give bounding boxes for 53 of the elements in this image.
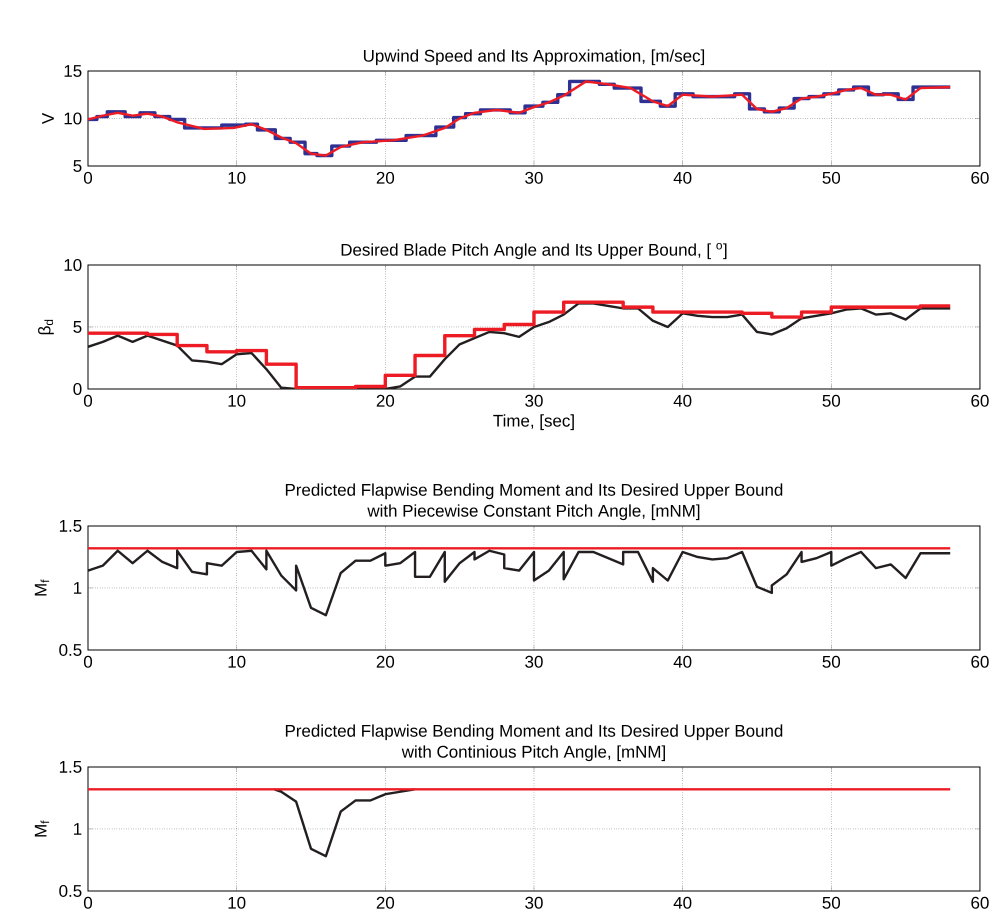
- x-tick-label: 30: [525, 394, 543, 407]
- y-tick-label: 15: [64, 65, 82, 77]
- y-axis-title: β$_{d}$: [38, 320, 54, 334]
- x-axis-title: Time, [sec]: [493, 414, 574, 430]
- chart-title: Predicted Flapwise Bending Moment and Its Desired Upper Bound: [286, 724, 782, 740]
- x-tick-label: 30: [525, 656, 543, 668]
- y-tick-label: 1.5: [60, 520, 82, 532]
- x-tick-label: 60: [971, 172, 989, 184]
- x-tick-label: 20: [376, 172, 394, 184]
- x-tick-label: 60: [971, 394, 989, 407]
- x-tick-label: 30: [525, 172, 543, 184]
- x-tick-label: 20: [376, 656, 394, 668]
- y-tick-label: 0.5: [59, 884, 82, 897]
- y-tick-label: 5: [73, 321, 82, 333]
- x-tick-label: 50: [822, 172, 840, 184]
- x-tick-label: 0: [84, 172, 92, 184]
- x-tick-label: 60: [971, 656, 989, 668]
- y-axis-title: M$_{f}$: [34, 820, 50, 837]
- x-tick-label: 10: [228, 172, 246, 184]
- line-series: [88, 550, 952, 616]
- x-tick-label: 40: [674, 394, 692, 407]
- chart-subtitle: with Continious Pitch Angle, [mNM]: [402, 745, 665, 762]
- x-tick-label: 40: [674, 896, 692, 909]
- x-tick-label: 50: [822, 394, 840, 407]
- x-tick-label: 0: [84, 656, 92, 668]
- x-tick-label: 20: [376, 896, 394, 909]
- x-tick-label: 40: [674, 172, 692, 184]
- y-tick-label: 1: [74, 582, 82, 594]
- y-tick-label: 0.5: [59, 644, 82, 656]
- x-tick-label: 60: [971, 896, 989, 909]
- y-tick-label: 0: [73, 383, 82, 395]
- line-series: [272, 788, 416, 858]
- chart-subtitle: with Piecewise Constant Pitch Angle, [mNM]: [367, 504, 700, 520]
- y-tick-label: 1.5: [60, 761, 82, 773]
- y-tick-label: 10: [64, 259, 82, 272]
- x-tick-label: 0: [84, 896, 92, 909]
- y-axis-title: V: [42, 112, 54, 124]
- chart-title: Desired Blade Pitch Angle and Its Upper Bound, [ $^{o}$]: [342, 243, 726, 260]
- x-tick-label: 50: [822, 656, 840, 668]
- x-tick-label: 30: [525, 896, 543, 909]
- y-tick-label: 1: [74, 823, 82, 835]
- y-axis-title: M$_{f}$: [34, 580, 50, 596]
- x-tick-label: 40: [674, 656, 692, 668]
- x-tick-label: 20: [376, 394, 394, 407]
- x-tick-label: 10: [228, 394, 246, 407]
- x-tick-label: 50: [822, 896, 840, 909]
- chart-title: Predicted Flapwise Bending Moment and Its Desired Upper Bound: [286, 483, 782, 500]
- x-tick-label: 0: [84, 394, 92, 407]
- x-tick-label: 10: [228, 896, 246, 909]
- y-tick-label: 10: [64, 112, 82, 125]
- x-tick-label: 10: [228, 656, 246, 668]
- y-tick-label: 5: [73, 160, 82, 172]
- chart-title: Upwind Speed and Its Approximation, [m/sec]: [364, 49, 704, 66]
